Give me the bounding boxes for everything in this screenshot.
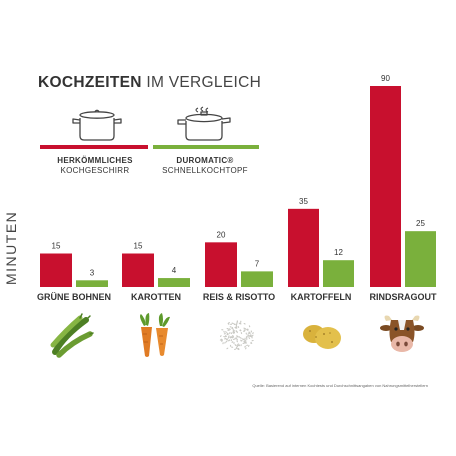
legend-line2: KOCHGESCHIRR [60, 166, 130, 175]
value-label: 15 [134, 242, 143, 251]
source-note: Quelle: Basierend auf internen Kochtests… [252, 383, 428, 388]
category-label: KARTOFFELN [291, 292, 352, 302]
value-label: 3 [90, 268, 95, 277]
value-label: 20 [217, 230, 226, 239]
bar-conventional-0 [40, 253, 72, 287]
bar-pressure-cooker-1 [158, 278, 190, 287]
green-beans-icon [50, 313, 94, 358]
bar-pressure-cooker-4 [405, 231, 436, 287]
legend-label-pressure-cooker: DUROMATIC® SCHNELLKOCHTOPF [155, 156, 255, 176]
cooking-pot-icon [72, 109, 122, 141]
potatoes-icon [303, 325, 341, 349]
category-label: KAROTTEN [131, 292, 181, 302]
legend-swatch-conventional [40, 145, 148, 149]
pressure-cooker-icon [177, 106, 231, 141]
legend-line1: HERKÖMMLICHES [57, 156, 133, 165]
category-label: GRÜNE BOHNEN [37, 292, 111, 302]
title-bold: KOCHZEITEN [38, 74, 142, 91]
legend-line2: SCHNELLKOCHTOPF [162, 166, 248, 175]
cow-head-icon [380, 315, 424, 352]
value-label: 15 [52, 242, 61, 251]
category-label: RINDSRAGOUT [370, 292, 438, 302]
rice-icon [219, 320, 255, 351]
legend-label-conventional: HERKÖMMLICHES KOCHGESCHIRR [45, 156, 145, 176]
bar-pressure-cooker-3 [323, 260, 354, 287]
category-label: REIS & RISOTTO [203, 292, 275, 302]
bar-conventional-2 [205, 242, 237, 287]
legend-swatch-pressure-cooker [153, 145, 259, 149]
title-rest: IM VERGLEICH [146, 74, 262, 91]
bar-conventional-1 [122, 253, 154, 287]
bar-conventional-4 [370, 86, 401, 287]
bar-pressure-cooker-2 [241, 271, 273, 287]
value-label: 12 [334, 248, 343, 257]
value-label: 90 [381, 74, 390, 83]
value-label: 35 [299, 197, 308, 206]
bar-conventional-3 [288, 208, 319, 287]
chart-title: KOCHZEITEN IM VERGLEICH [38, 74, 261, 92]
value-label: 7 [255, 259, 260, 268]
value-label: 4 [172, 266, 177, 275]
value-label: 25 [416, 219, 425, 228]
bar-pressure-cooker-0 [76, 280, 108, 287]
legend-line1: DUROMATIC® [176, 156, 234, 165]
carrots-icon [140, 313, 170, 357]
